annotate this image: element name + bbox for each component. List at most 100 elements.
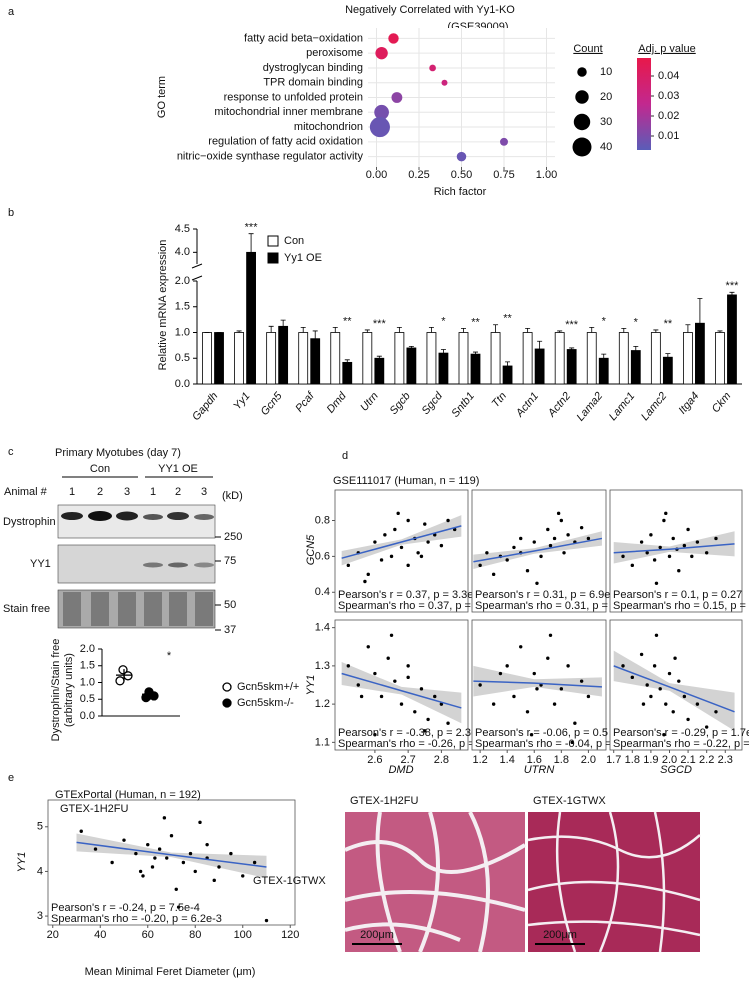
error-bar (717, 330, 723, 333)
y-tick-label: 3 (37, 910, 43, 922)
y-tick-label: 0.0 (80, 710, 95, 722)
point (556, 511, 561, 516)
x-tick-label: 1.6 (527, 754, 542, 766)
point (641, 702, 646, 706)
legend-title: Count (573, 43, 602, 55)
colorbar-label: 0.01 (658, 130, 679, 142)
legend-marker (222, 698, 232, 708)
legend-title: Adj. p value (638, 43, 695, 55)
point (621, 554, 625, 559)
error-bar (300, 326, 306, 333)
significance: * (634, 316, 639, 328)
fit-line (341, 672, 462, 709)
error-bar (601, 353, 607, 359)
marker-label: 50 (224, 599, 236, 611)
histology-texture (344, 811, 527, 953)
blot-row-label: YY1 (30, 558, 51, 570)
x-tick-label: Pcaf (293, 389, 317, 414)
point (586, 536, 591, 541)
bar (266, 332, 277, 385)
bar (598, 357, 609, 385)
y-tick-label: 0.6 (315, 550, 330, 562)
point (478, 683, 482, 687)
dot (456, 151, 467, 162)
significance: *** (245, 222, 259, 234)
fit-line (473, 680, 602, 688)
error-bar (621, 327, 627, 333)
dot (391, 92, 403, 103)
point (677, 569, 681, 573)
significance: *** (373, 318, 387, 330)
bar (246, 251, 256, 385)
point (677, 679, 681, 683)
error-bar (729, 291, 735, 295)
band (194, 514, 214, 520)
x-tick-label: 2.3 (718, 754, 733, 766)
y-tick-label: 1.1 (315, 736, 330, 748)
error-bar (344, 359, 350, 363)
panel-label: d (342, 450, 348, 462)
y-tick-label: fatty acid beta−oxidation (244, 32, 363, 44)
legend-size (577, 67, 587, 77)
bar (374, 357, 385, 385)
annotation: GTEX-1H2FU (60, 803, 129, 815)
point (205, 842, 209, 847)
column-label: UTRN (524, 764, 555, 776)
point (532, 671, 536, 676)
point (654, 581, 659, 585)
confidence-band (613, 531, 735, 564)
y-tick-label: 1.5 (175, 301, 190, 313)
point (658, 545, 662, 550)
confidence-band (473, 665, 602, 697)
point (682, 694, 687, 699)
point (673, 656, 677, 660)
blot-dystrophin (57, 504, 216, 539)
x-tick-label: 0.50 (451, 169, 472, 181)
bar (330, 332, 341, 385)
point (174, 887, 178, 891)
point (671, 710, 675, 714)
y-tick-label: 1.2 (315, 698, 330, 710)
point (525, 569, 530, 573)
dot (375, 46, 388, 60)
point (110, 860, 114, 865)
point (695, 540, 700, 544)
blot-row-label: Stain free (3, 603, 50, 615)
legend-label: Con (284, 235, 304, 247)
x-tick-label: 100 (234, 929, 252, 941)
bar (522, 332, 533, 385)
point (566, 664, 570, 668)
histology-texture (527, 811, 701, 953)
bar (554, 332, 565, 385)
point (649, 694, 653, 699)
band (143, 562, 163, 568)
y-tick-label: dystroglycan binding (263, 62, 363, 74)
x-tick-label: Gcn5 (259, 389, 286, 418)
band (167, 512, 189, 520)
stats-text: Spearman's rho = 0.37, p = 4.8e-5 (338, 600, 505, 612)
point (229, 851, 233, 856)
x-tick-label: 60 (142, 929, 154, 941)
lane (118, 592, 136, 626)
group-label: Con (90, 463, 110, 475)
y-tick-label: 5 (37, 821, 43, 833)
scale-bar-label: 200μm (543, 929, 577, 941)
y-tick-label: 2.0 (175, 275, 190, 287)
point (389, 554, 394, 559)
y-tick-label: regulation of fatty acid oxidation (208, 136, 363, 148)
point (686, 717, 690, 722)
lane (195, 592, 213, 626)
point (652, 558, 657, 562)
point (413, 710, 417, 714)
significance: * (441, 315, 446, 327)
legend-size (573, 113, 591, 131)
point (552, 536, 557, 541)
point (79, 829, 83, 833)
bar (715, 332, 725, 385)
point (639, 540, 644, 544)
column-label: SGCD (660, 764, 692, 776)
point (252, 860, 257, 865)
stats-text: Spearman's rho = -0.04, p = 0.5 (475, 738, 630, 750)
x-tick-label: 1.00 (536, 169, 557, 181)
